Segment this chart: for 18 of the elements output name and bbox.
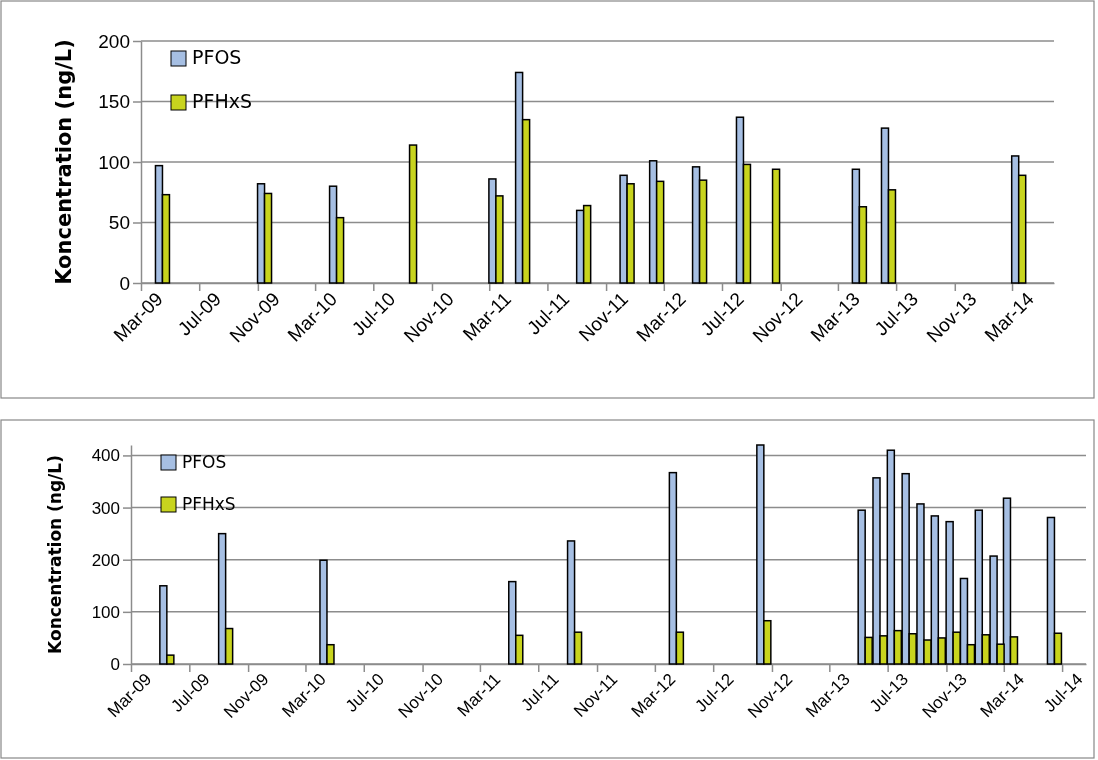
- legend-label: PFOS: [182, 452, 227, 472]
- y-tick-label: 0: [119, 272, 130, 294]
- y-tick-label: 50: [108, 212, 130, 234]
- y-tick-label: 200: [91, 550, 120, 570]
- y-tick-label: 0: [110, 654, 120, 674]
- legend-label: PFHxS: [182, 494, 236, 514]
- y-axis-title: Koncentration (ng/L): [52, 39, 76, 285]
- y-tick-label: 400: [91, 446, 120, 466]
- y-tick-label: 100: [91, 602, 120, 622]
- y-tick-label: 150: [98, 91, 130, 113]
- bar: [771, 168, 781, 284]
- y-axis-title: Koncentration (ng/L): [45, 455, 65, 654]
- bar: [408, 144, 418, 284]
- y-tick-label: 100: [98, 151, 130, 173]
- y-tick-label: 300: [91, 498, 120, 518]
- y-tick-label: 200: [98, 30, 130, 52]
- legend-label: PFOS: [192, 46, 242, 68]
- legend-label: PFHxS: [192, 90, 252, 112]
